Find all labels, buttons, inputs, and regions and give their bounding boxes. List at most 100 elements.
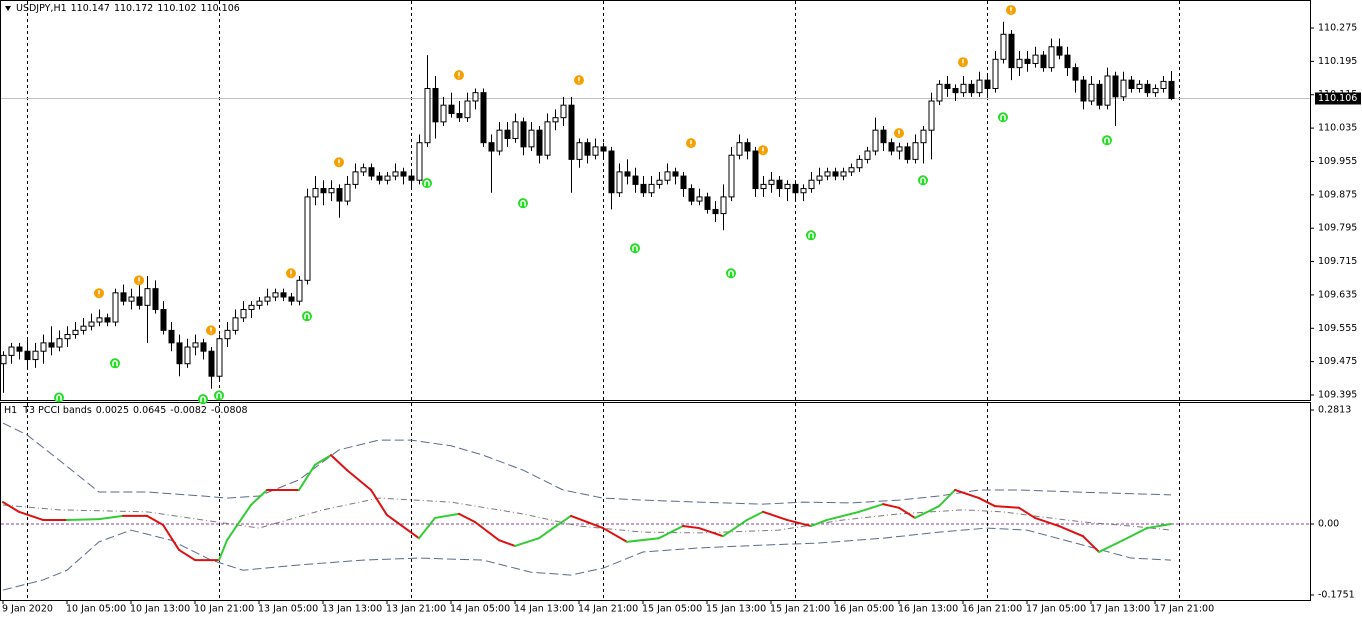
y-tick-label: 109.955 [1318, 156, 1357, 167]
candle-body [1024, 58, 1031, 64]
indicator-segment [722, 518, 748, 538]
candle-body [616, 171, 623, 194]
candle-body [1136, 83, 1143, 89]
low: 110.102 [157, 3, 197, 14]
candle-body [640, 183, 647, 194]
sell-signal [1006, 5, 1016, 16]
candle-body [224, 329, 231, 340]
signal-glyph [808, 232, 814, 239]
signal-dot [1102, 135, 1112, 146]
indicator-segment [554, 514, 572, 528]
candle-body [680, 175, 687, 190]
high: 110.172 [113, 3, 154, 14]
candle-body [440, 104, 447, 123]
candle-body [600, 146, 607, 152]
signal-dot [54, 392, 64, 403]
x-tick-label: 17 Jan 05:00 [1026, 604, 1086, 615]
candle-body [336, 188, 343, 202]
y-tick-label: 110.195 [1318, 56, 1357, 67]
indicator-segment [882, 503, 900, 509]
sell-signal [958, 57, 968, 68]
signal-dot [726, 268, 736, 279]
candle-body [704, 196, 711, 210]
indicator-segment [370, 488, 388, 517]
indicator-segment [626, 537, 660, 543]
price-panel-frame [0, 0, 1311, 401]
candle-body [624, 171, 631, 177]
signal-glyph [1000, 114, 1006, 121]
indicator-segment [474, 520, 500, 542]
candle-body [1072, 67, 1079, 81]
buy-signal [302, 311, 312, 322]
signal-glyph [424, 179, 430, 187]
buy-signal [214, 390, 224, 401]
candle-body [72, 329, 79, 336]
indicator-value: -0.0082 [170, 405, 207, 416]
candle-body [720, 196, 727, 215]
candle-body [208, 350, 215, 377]
candle-body [96, 317, 103, 323]
buy-signal [998, 112, 1008, 123]
candle-body [1104, 75, 1111, 106]
candle-body [848, 167, 855, 173]
x-tick-label: 10 Jan 21:00 [194, 604, 254, 615]
signal-dot [630, 243, 640, 254]
candle-body [448, 104, 455, 115]
candle-body [40, 342, 47, 352]
candle-body [392, 171, 399, 177]
candle-body [632, 175, 639, 185]
signal-glyph [1104, 136, 1110, 144]
signal-glyph [520, 199, 526, 207]
sell-signal [894, 128, 904, 139]
indicator-segment [434, 512, 460, 519]
indicator-segment [538, 525, 556, 540]
candle-body [960, 83, 967, 94]
x-tick-label: 16 Jan 05:00 [834, 604, 894, 615]
candle-body [584, 142, 591, 156]
candle-body [296, 279, 303, 302]
candle-body [736, 142, 743, 156]
candle-body [824, 171, 831, 177]
y-tick-label: 109.875 [1318, 189, 1357, 200]
candle-body [968, 83, 975, 94]
candle-body [128, 296, 135, 302]
candle-body [608, 150, 615, 194]
candle-body [568, 104, 575, 160]
sell-signal [206, 325, 216, 336]
candle-body [304, 196, 311, 281]
candle-body [384, 175, 391, 181]
candle-body [928, 100, 935, 131]
x-tick-label: 14 Jan 05:00 [450, 604, 510, 615]
signal-dot [518, 198, 528, 209]
signal-dot [806, 230, 816, 241]
candle-body [768, 179, 775, 185]
indicator-segment [602, 527, 628, 543]
sell-signal [334, 157, 344, 168]
sell-signal [574, 75, 584, 86]
candle-body [552, 117, 559, 123]
price-box-label: 110.106 [1318, 93, 1357, 104]
collapse-icon[interactable] [5, 6, 11, 11]
candle-body [1160, 80, 1167, 89]
indicator-band [2, 422, 1172, 505]
candle-body [104, 317, 111, 323]
candle-body [352, 171, 359, 185]
candle-body [376, 175, 383, 181]
indicator-segment [978, 497, 996, 508]
indicator-band [2, 527, 1172, 591]
signal-glyph [728, 269, 734, 277]
indicator-segment [66, 518, 100, 521]
indicator-segment [762, 510, 788, 521]
buy-signal [518, 198, 528, 209]
candle-body [120, 292, 127, 302]
indicator-segment [1018, 506, 1036, 519]
indicator-segment [514, 537, 540, 547]
indicator-segment [898, 506, 916, 519]
candle-body [520, 121, 527, 148]
buy-signal [198, 394, 208, 405]
candle-body [64, 334, 71, 340]
candle-body [272, 292, 279, 298]
indicator-segment [418, 516, 436, 540]
candle-body [688, 188, 695, 202]
